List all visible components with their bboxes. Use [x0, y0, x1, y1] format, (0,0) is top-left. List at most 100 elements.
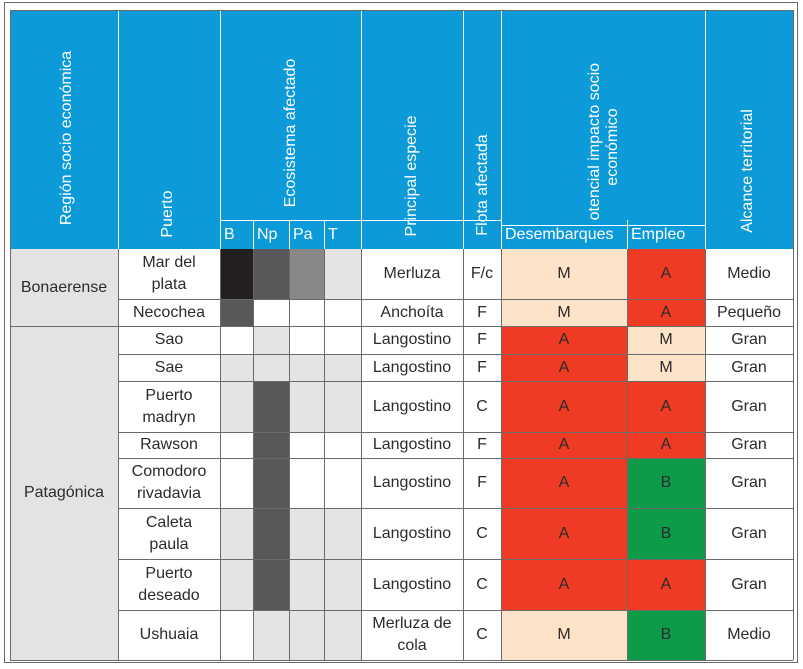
eco-cell-b — [220, 432, 253, 458]
desembarques-value: M — [557, 626, 571, 643]
grid-line — [500, 249, 502, 660]
grid-line — [219, 249, 221, 660]
region-label: Bonaerense — [20, 278, 108, 296]
header-divider — [704, 10, 706, 249]
desembarques-cell: A — [501, 508, 627, 559]
grid-line — [252, 249, 254, 660]
grid-line — [118, 609, 793, 611]
desembarques-cell: A — [501, 559, 627, 610]
grid-line — [288, 249, 290, 660]
header-puerto: Puerto — [159, 190, 176, 238]
eco-cell-t — [324, 458, 361, 508]
alcance-value: Gran — [731, 331, 767, 348]
especie-cell: Merluza — [361, 249, 463, 299]
especie-cell: Langostino — [361, 326, 463, 354]
region-patagonica: Patagónica — [10, 326, 118, 660]
header-divider — [252, 220, 254, 249]
flota-value: C — [476, 397, 488, 415]
eco-cell-np — [253, 381, 289, 432]
especie-line: Anchoíta — [380, 303, 444, 321]
desembarques-value: A — [558, 358, 570, 376]
alcance-value: Gran — [731, 474, 767, 491]
flota-value: F/c — [470, 265, 494, 282]
puerto-text: Puerto madryn — [142, 385, 195, 429]
puerto-cell: Sao — [118, 326, 220, 354]
especie-line: Merluza de — [372, 615, 452, 632]
grid-line — [118, 507, 793, 509]
grid-line — [360, 249, 362, 660]
desembarques-cell: M — [501, 610, 627, 660]
header-divider — [626, 220, 628, 249]
grid-line — [117, 249, 119, 660]
desembarques-value: A — [558, 474, 570, 491]
especie-cell: Langostino — [361, 354, 463, 381]
header-divider — [462, 10, 464, 249]
puerto-cell: Rawson — [118, 432, 220, 458]
eco-cell-pa — [289, 299, 324, 326]
eco-cell-np — [253, 559, 289, 610]
puerto-line: plata — [151, 276, 187, 293]
especie-text: Langostino — [373, 523, 451, 545]
desembarques-cell: A — [501, 354, 627, 381]
especie-text: Merluza — [384, 263, 441, 285]
especie-line: cola — [397, 637, 427, 654]
puerto-cell: Caleta paula — [118, 508, 220, 559]
especie-text: Langostino — [373, 357, 451, 379]
grid-line — [792, 10, 794, 660]
desembarques-cell: M — [501, 299, 627, 326]
puerto-text: Caleta paula — [146, 512, 192, 556]
alcance-cell: Medio — [705, 249, 793, 299]
eco-cell-np — [253, 508, 289, 559]
empleo-cell: M — [627, 354, 705, 381]
puerto-text: Comodoro rivadavia — [132, 461, 207, 505]
desembarques-value: A — [558, 436, 570, 453]
grid-line — [323, 249, 325, 660]
flota-cell: C — [463, 381, 501, 432]
eco-cell-t — [324, 326, 361, 354]
empleo-value: A — [660, 436, 672, 453]
grid-line — [118, 353, 793, 355]
header-divider — [500, 10, 502, 249]
desembarques-cell: A — [501, 458, 627, 508]
alcance-value: Gran — [731, 524, 767, 542]
especie-line: Langostino — [372, 575, 452, 593]
alcance-value: Medio — [727, 265, 771, 282]
alcance-cell: Gran — [705, 326, 793, 354]
eco-cell-pa — [289, 508, 324, 559]
header-divider — [360, 10, 362, 249]
grid-line — [9, 10, 11, 660]
empleo-cell: A — [627, 249, 705, 299]
alcance-value: Gran — [731, 397, 767, 415]
alcance-cell: Gran — [705, 354, 793, 381]
puerto-text: Puerto deseado — [138, 563, 199, 607]
header-eco-np: Np — [253, 220, 289, 249]
puerto-line: madryn — [142, 408, 196, 426]
puerto-line: Rawson — [140, 436, 198, 453]
alcance-cell: Gran — [705, 381, 793, 432]
eco-cell-t — [324, 432, 361, 458]
flota-cell: C — [463, 610, 501, 660]
puerto-line: Sae — [154, 358, 184, 376]
eco-sub-label: B — [224, 225, 235, 243]
empleo-value: A — [660, 265, 672, 282]
especie-cell: Langostino — [361, 381, 463, 432]
especie-text: Anchoíta — [380, 302, 443, 324]
eco-cell-t — [324, 610, 361, 660]
especie-line: Langostino — [372, 474, 452, 491]
alcance-cell: Gran — [705, 458, 793, 508]
header-alcance: Alcance territorial — [739, 109, 756, 233]
flota-value: C — [476, 626, 488, 643]
grid-line — [118, 457, 793, 459]
puerto-cell: Mar del plata — [118, 249, 220, 299]
puerto-cell: Ushuaia — [118, 610, 220, 660]
eco-cell-t — [324, 381, 361, 432]
eco-cell-np — [253, 610, 289, 660]
flota-value: F — [477, 358, 487, 376]
eco-cell-t — [324, 354, 361, 381]
puerto-line: deseado — [138, 586, 200, 604]
puerto-line: rivadavia — [136, 485, 201, 502]
eco-cell-b — [220, 326, 253, 354]
eco-cell-pa — [289, 326, 324, 354]
desembarques-value: A — [558, 397, 570, 415]
impacto-sub-label: Empleo — [631, 225, 686, 243]
